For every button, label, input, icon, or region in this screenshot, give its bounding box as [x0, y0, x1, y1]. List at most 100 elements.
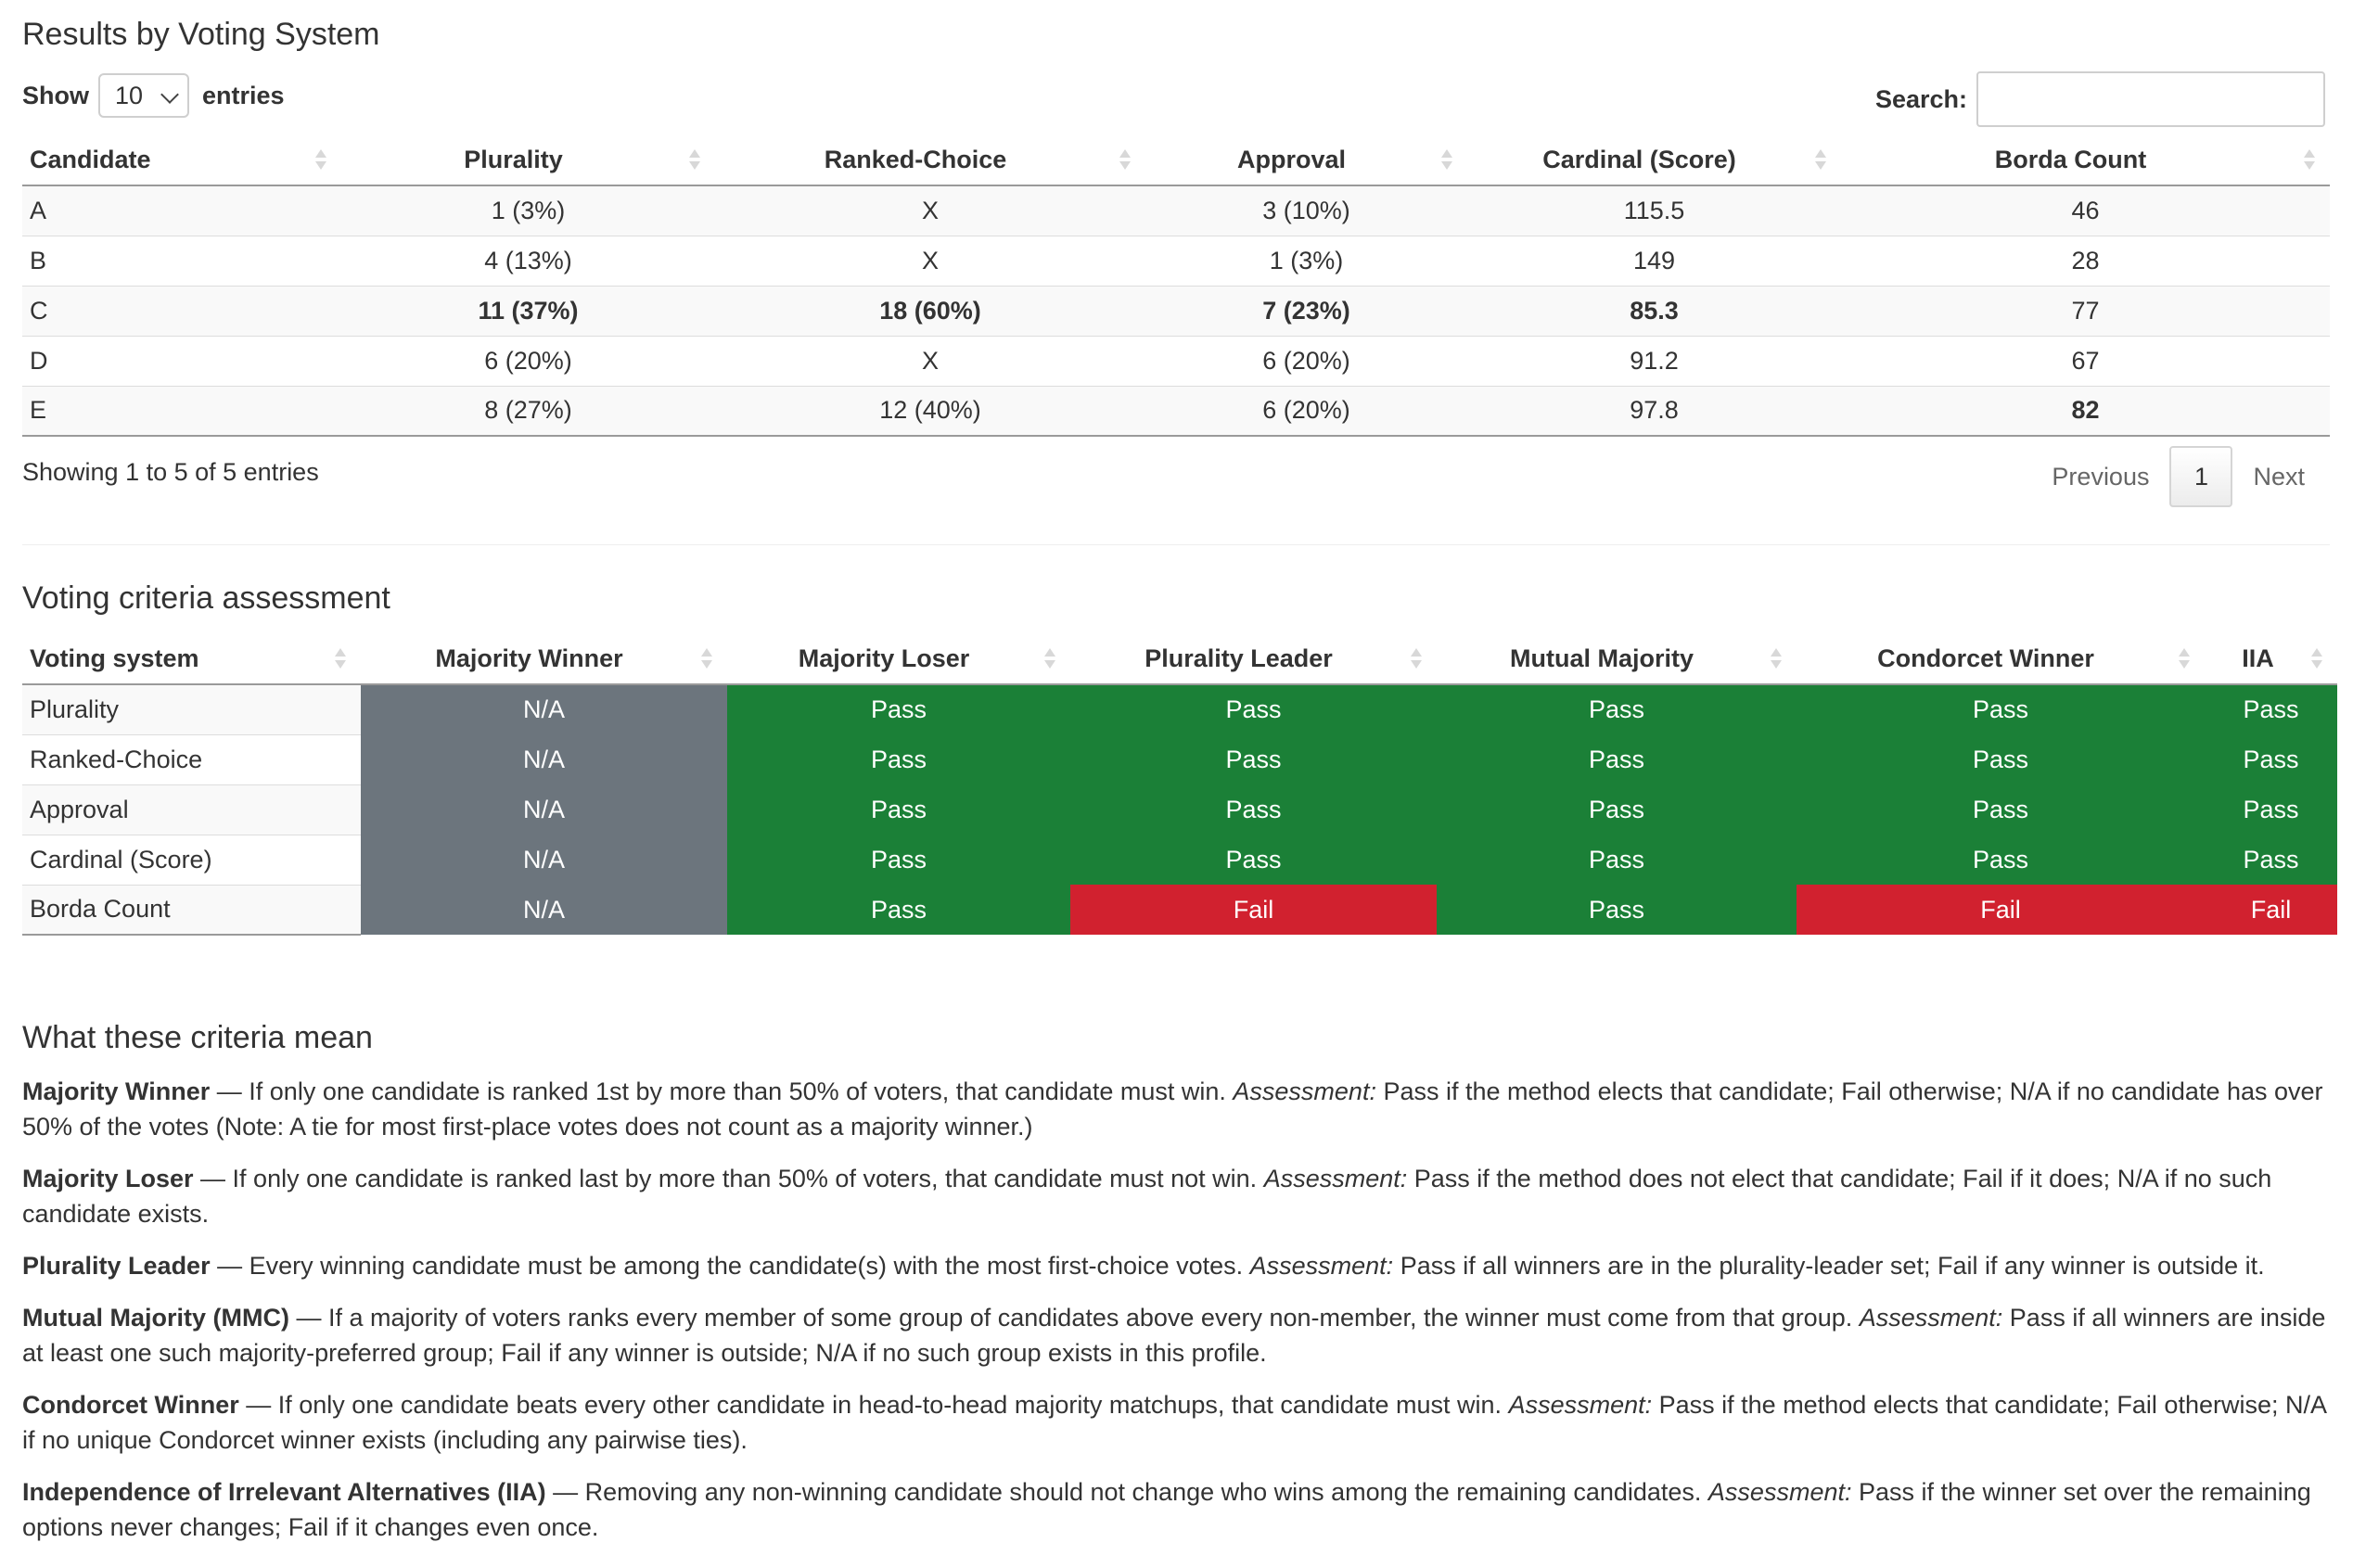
table-row: Borda Count N/A Pass Fail Pass Fail Fail: [22, 884, 2337, 936]
candidate-cell: E: [22, 385, 341, 437]
page-1-button[interactable]: 1: [2169, 446, 2233, 507]
status-cell: N/A: [361, 884, 727, 935]
cardinal-cell: 149: [1467, 235, 1841, 286]
system-cell: Plurality: [22, 683, 361, 734]
column-header-borda[interactable]: Borda Count: [1841, 135, 2330, 186]
sort-icon: [1044, 648, 1055, 670]
table-row: B 4 (13%) X 1 (3%) 149 28: [22, 235, 2330, 286]
borda-cell: 82: [1841, 385, 2330, 437]
column-header-approval[interactable]: Approval: [1145, 135, 1467, 186]
column-header-candidate[interactable]: Candidate: [22, 135, 341, 186]
candidate-cell: A: [22, 185, 341, 236]
status-cell: Pass: [727, 834, 1070, 885]
assessment-label: Assessment:: [1233, 1077, 1376, 1105]
system-cell: Borda Count: [22, 884, 361, 936]
status-cell: Pass: [1437, 784, 1797, 835]
plurality-cell: 4 (13%): [341, 235, 715, 286]
entries-select[interactable]: 10: [98, 73, 189, 118]
sort-icon: [1411, 648, 1422, 670]
definition-text: — If a majority of voters ranks every me…: [288, 1304, 1860, 1332]
assessment-label: Assessment:: [1263, 1165, 1408, 1192]
table-row: Ranked-Choice N/A Pass Pass Pass Pass Pa…: [22, 733, 2337, 784]
column-header-condorcet-winner[interactable]: Condorcet Winner: [1797, 634, 2205, 685]
ranked-choice-cell: 18 (60%): [715, 285, 1145, 336]
cardinal-cell: 91.2: [1467, 335, 1841, 386]
system-cell: Ranked-Choice: [22, 733, 361, 784]
definition-text: — If only one candidate is ranked last b…: [193, 1165, 1264, 1192]
criteria-title: Voting criteria assessment: [22, 580, 390, 616]
plurality-cell: 8 (27%): [341, 385, 715, 437]
borda-cell: 77: [1841, 285, 2330, 336]
entries-length-control: Show 10 entries: [22, 72, 285, 119]
definition-text: — Removing any non-winning candidate sho…: [545, 1478, 1708, 1506]
definition-item: Majority Winner — If only one candidate …: [22, 1074, 2330, 1144]
definition-item: Mutual Majority (MMC) — If a majority of…: [22, 1300, 2330, 1370]
column-header-majority-loser[interactable]: Majority Loser: [727, 634, 1070, 685]
definition-text: — Every winning candidate must be among …: [210, 1252, 1250, 1280]
sort-icon: [315, 149, 326, 172]
status-cell: Fail: [1070, 884, 1437, 935]
table-row: C 11 (37%) 18 (60%) 7 (23%) 85.3 77: [22, 285, 2330, 336]
assessment-text: Pass if all winners are inside at least …: [22, 1304, 2326, 1367]
column-header-ranked-choice[interactable]: Ranked-Choice: [715, 135, 1145, 186]
candidate-cell: B: [22, 235, 341, 286]
show-label: Show: [22, 81, 89, 109]
table-row: Approval N/A Pass Pass Pass Pass Pass: [22, 784, 2337, 835]
borda-cell: 28: [1841, 235, 2330, 286]
column-header-plurality[interactable]: Plurality: [341, 135, 715, 186]
status-cell: Pass: [727, 784, 1070, 835]
status-cell: Pass: [727, 884, 1070, 935]
status-cell: Pass: [1437, 834, 1797, 885]
column-header-voting-system[interactable]: Voting system: [22, 634, 361, 685]
definition-term: Plurality Leader: [22, 1252, 211, 1280]
status-cell: Pass: [1797, 733, 2205, 784]
column-header-majority-winner[interactable]: Majority Winner: [361, 634, 727, 685]
table-row: A 1 (3%) X 3 (10%) 115.5 46: [22, 185, 2330, 236]
sort-icon: [2179, 648, 2190, 670]
status-cell: N/A: [361, 834, 727, 885]
sort-icon: [1441, 149, 1452, 172]
pagination: Previous 1 Next: [2031, 446, 2325, 507]
borda-cell: 46: [1841, 185, 2330, 236]
system-cell: Approval: [22, 784, 361, 835]
cardinal-cell: 115.5: [1467, 185, 1841, 236]
status-cell: Pass: [1437, 683, 1797, 734]
definition-text: — If only one candidate beats every othe…: [238, 1391, 1509, 1419]
sort-icon: [1119, 149, 1131, 172]
column-header-iia[interactable]: IIA: [2205, 634, 2337, 685]
results-table: Candidate Plurality Ranked-Choice Approv…: [22, 135, 2330, 437]
status-cell: Pass: [1797, 834, 2205, 885]
ranked-choice-cell: X: [715, 235, 1145, 286]
plurality-cell: 11 (37%): [341, 285, 715, 336]
previous-button[interactable]: Previous: [2052, 462, 2150, 491]
plurality-cell: 6 (20%): [341, 335, 715, 386]
definition-term: Independence of Irrelevant Alternatives …: [22, 1478, 546, 1506]
assessment-text: Pass if the method elects that candidate…: [22, 1391, 2326, 1454]
definition-term: Mutual Majority (MMC): [22, 1304, 289, 1332]
definition-item: Majority Loser — If only one candidate i…: [22, 1161, 2330, 1231]
assessment-label: Assessment:: [1508, 1391, 1653, 1419]
candidate-cell: D: [22, 335, 341, 386]
cardinal-cell: 85.3: [1467, 285, 1841, 336]
assessment-text: Pass if the method does not elect that c…: [22, 1165, 2272, 1228]
sort-icon: [2304, 149, 2315, 172]
status-cell: Pass: [1070, 834, 1437, 885]
column-header-cardinal[interactable]: Cardinal (Score): [1467, 135, 1841, 186]
column-header-plurality-leader[interactable]: Plurality Leader: [1070, 634, 1437, 685]
criteria-header-row: Voting system Majority Winner Majority L…: [22, 634, 2337, 685]
next-button[interactable]: Next: [2253, 462, 2305, 491]
candidate-cell: C: [22, 285, 341, 336]
assessment-text: Pass if the winner set over the remainin…: [22, 1478, 2311, 1541]
sort-icon: [1771, 648, 1782, 670]
column-header-mutual-majority[interactable]: Mutual Majority: [1437, 634, 1797, 685]
status-cell: Pass: [1070, 784, 1437, 835]
ranked-choice-cell: X: [715, 185, 1145, 236]
sort-icon: [701, 648, 712, 670]
sort-icon: [2311, 648, 2322, 670]
search-input[interactable]: [1976, 71, 2325, 127]
definitions-list: Majority Winner — If only one candidate …: [22, 1074, 2330, 1562]
entries-select-value: 10: [115, 81, 144, 109]
chevron-down-icon: [160, 85, 179, 104]
search-label: Search:: [1874, 84, 1967, 113]
definition-term: Condorcet Winner: [22, 1391, 239, 1419]
